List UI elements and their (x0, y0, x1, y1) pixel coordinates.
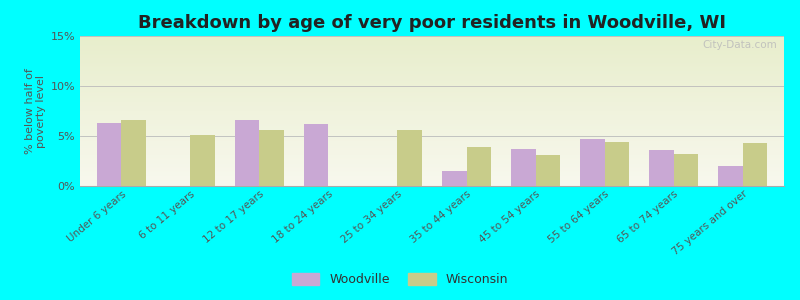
Bar (511, 149, 535, 186)
Bar (98, 123, 122, 186)
Bar (398, 130, 422, 186)
Title: Breakdown by age of very poor residents in Woodville, WI: Breakdown by age of very poor residents … (138, 14, 726, 32)
Bar (442, 171, 466, 186)
Bar (650, 150, 674, 186)
Bar (122, 120, 146, 186)
Bar (718, 166, 742, 186)
Y-axis label: % below half of
poverty level: % below half of poverty level (25, 68, 46, 154)
Text: City-Data.com: City-Data.com (702, 40, 777, 50)
Bar (259, 130, 284, 186)
Bar (466, 147, 490, 186)
Bar (674, 154, 698, 186)
Bar (190, 135, 214, 186)
Legend: Woodville, Wisconsin: Woodville, Wisconsin (286, 268, 514, 291)
Bar (235, 120, 259, 186)
Bar (304, 124, 329, 186)
Bar (580, 139, 605, 186)
Bar (742, 143, 766, 186)
Bar (605, 142, 629, 186)
Bar (535, 155, 560, 186)
